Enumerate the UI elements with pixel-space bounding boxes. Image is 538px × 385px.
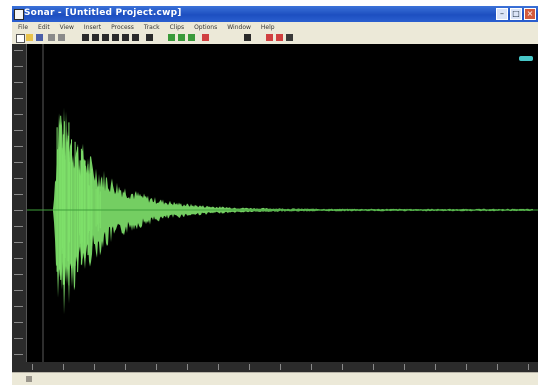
status-bar: [12, 372, 538, 385]
ruler-tick: [373, 364, 374, 370]
mixer-icon[interactable]: [244, 34, 251, 41]
ruler-tick: [32, 364, 33, 370]
menu-bar: File Edit View Insert Process Track Clip…: [12, 22, 538, 32]
ruler-tick: [14, 338, 23, 339]
ruler-tick: [14, 146, 23, 147]
ruler-tick: [14, 194, 23, 195]
title-bar[interactable]: Sonar - [Untitled Project.cwp] – □ ×: [12, 6, 538, 22]
ruler-tick: [14, 50, 23, 51]
amplitude-ruler: [12, 44, 27, 362]
menu-insert[interactable]: Insert: [83, 23, 102, 31]
menu-track[interactable]: Track: [143, 23, 160, 31]
ruler-tick: [218, 364, 219, 370]
ruler-tick: [342, 364, 343, 370]
loop-icon[interactable]: [146, 34, 153, 41]
ruler-tick: [14, 354, 23, 355]
ruler-tick: [14, 114, 23, 115]
time-ruler[interactable]: [12, 362, 538, 372]
record-icon[interactable]: [276, 34, 283, 41]
minimize-button[interactable]: –: [496, 8, 508, 20]
ruler-tick: [497, 364, 498, 370]
track-view-icon[interactable]: [82, 34, 89, 41]
marker-icon[interactable]: [132, 34, 139, 41]
magnify-icon[interactable]: [188, 34, 195, 41]
ruler-tick: [249, 364, 250, 370]
pencil-icon[interactable]: [168, 34, 175, 41]
ruler-tick: [14, 210, 23, 211]
ruler-tick: [14, 258, 23, 259]
ruler-tick: [125, 364, 126, 370]
ruler-tick: [94, 364, 95, 370]
new-icon[interactable]: [16, 34, 25, 43]
waveform-shape: [53, 107, 533, 315]
ruler-tick: [14, 162, 23, 163]
ruler-tick: [156, 364, 157, 370]
zoom-in-icon[interactable]: [112, 34, 119, 41]
ruler-tick: [14, 290, 23, 291]
ruler-tick: [280, 364, 281, 370]
waveform-display[interactable]: [27, 44, 538, 362]
ruler-tick: [63, 364, 64, 370]
audio-editor-window: Sonar - [Untitled Project.cwp] – □ × Fil…: [12, 6, 538, 385]
menu-clips[interactable]: Clips: [169, 23, 185, 31]
ruler-tick: [14, 306, 23, 307]
waveform-svg: [27, 44, 538, 362]
ruler-tick: [14, 82, 23, 83]
zoom-out-icon[interactable]: [122, 34, 129, 41]
snap-icon[interactable]: [102, 34, 109, 41]
play-icon[interactable]: [266, 34, 273, 41]
ruler-tick: [14, 322, 23, 323]
ruler-tick: [14, 130, 23, 131]
ruler-tick: [14, 274, 23, 275]
close-button[interactable]: ×: [524, 8, 536, 20]
ruler-tick: [528, 364, 529, 370]
scissors-icon[interactable]: [202, 34, 209, 41]
menu-help[interactable]: Help: [260, 23, 275, 31]
ruler-tick: [14, 226, 23, 227]
app-icon: [14, 9, 24, 20]
menu-process[interactable]: Process: [111, 23, 134, 31]
ruler-tick: [14, 98, 23, 99]
ruler-tick: [404, 364, 405, 370]
status-grip-icon: [26, 376, 32, 382]
ruler-tick: [435, 364, 436, 370]
select-icon[interactable]: [178, 34, 185, 41]
undo-icon[interactable]: [48, 34, 55, 41]
grid-icon[interactable]: [92, 34, 99, 41]
window-title: Sonar - [Untitled Project.cwp]: [24, 8, 182, 18]
zoom-indicator[interactable]: [519, 56, 533, 61]
menu-file[interactable]: File: [18, 23, 29, 31]
ruler-tick: [14, 178, 23, 179]
open-icon[interactable]: [26, 34, 33, 41]
menu-edit[interactable]: Edit: [38, 23, 50, 31]
menu-view[interactable]: View: [59, 23, 74, 31]
ruler-tick: [14, 242, 23, 243]
ruler-tick: [187, 364, 188, 370]
stop-icon[interactable]: [286, 34, 293, 41]
ruler-tick: [311, 364, 312, 370]
save-icon[interactable]: [36, 34, 43, 41]
ruler-tick: [14, 66, 23, 67]
menu-window[interactable]: Window: [227, 23, 251, 31]
ruler-tick: [466, 364, 467, 370]
redo-icon[interactable]: [58, 34, 65, 41]
menu-options[interactable]: Options: [194, 23, 218, 31]
maximize-button[interactable]: □: [510, 8, 522, 20]
